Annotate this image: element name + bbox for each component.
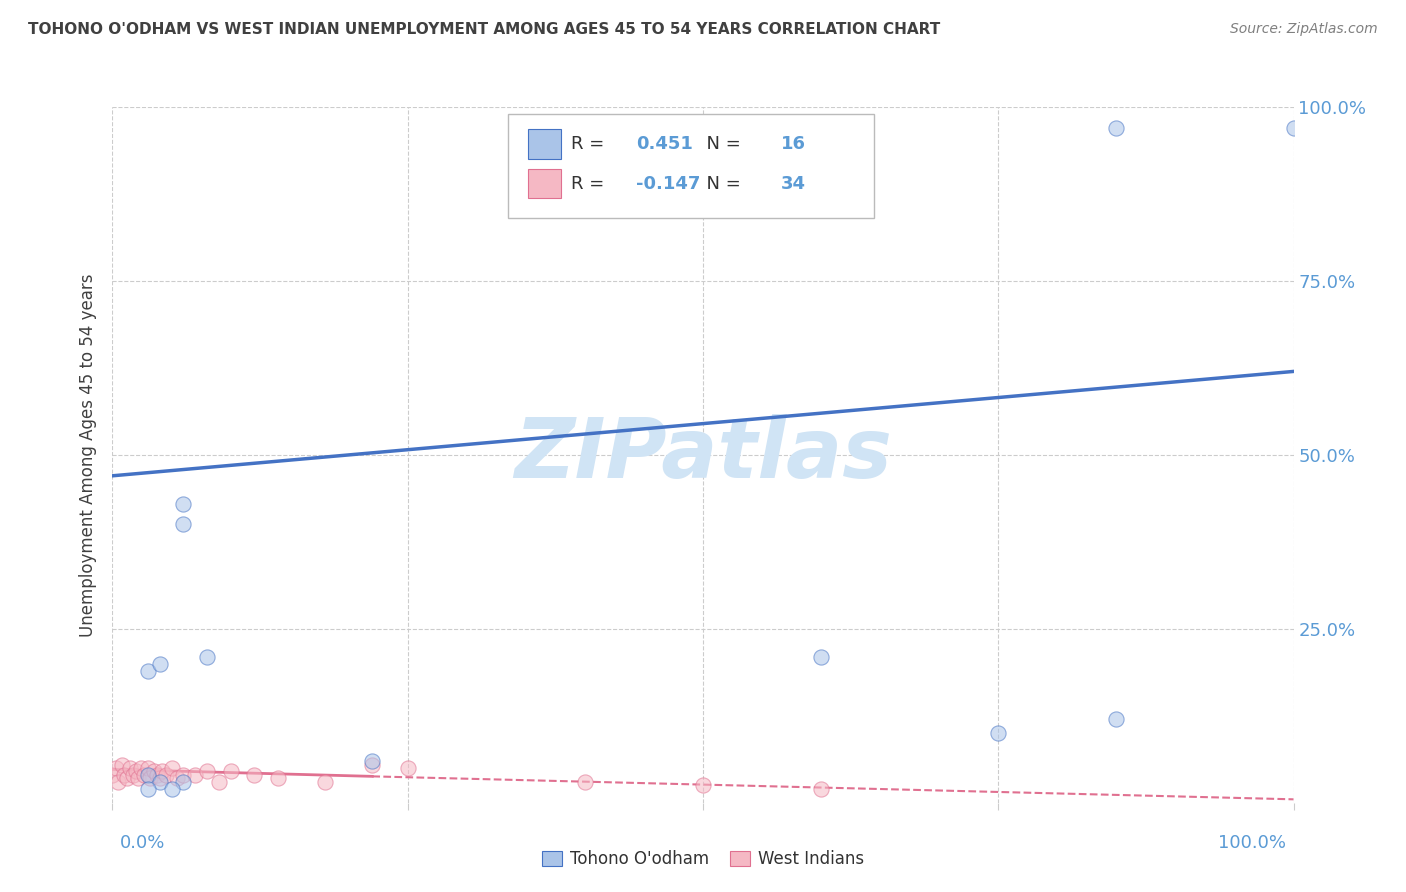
Point xyxy=(160,761,183,775)
Point xyxy=(139,772,162,786)
Point xyxy=(120,761,142,775)
Point xyxy=(1105,120,1128,135)
Point xyxy=(150,764,173,779)
Point xyxy=(146,768,169,782)
Point xyxy=(314,775,336,789)
Point xyxy=(1105,712,1128,726)
Point xyxy=(396,761,419,775)
Point xyxy=(172,775,194,789)
Point xyxy=(184,768,207,782)
Point xyxy=(136,664,159,678)
Point xyxy=(361,754,384,768)
Point xyxy=(111,757,134,772)
Point xyxy=(149,657,172,671)
Point xyxy=(125,764,148,779)
Point xyxy=(112,768,135,782)
FancyBboxPatch shape xyxy=(508,114,875,219)
Text: 100.0%: 100.0% xyxy=(1219,834,1286,852)
Text: N =: N = xyxy=(695,175,747,193)
Point xyxy=(160,781,183,796)
Point xyxy=(692,778,714,792)
Point xyxy=(810,649,832,664)
Point xyxy=(166,772,188,786)
Text: R =: R = xyxy=(571,135,610,153)
Text: ZIPatlas: ZIPatlas xyxy=(515,415,891,495)
Point xyxy=(142,764,165,779)
Text: 34: 34 xyxy=(780,175,806,193)
Y-axis label: Unemployment Among Ages 45 to 54 years: Unemployment Among Ages 45 to 54 years xyxy=(79,273,97,637)
Legend: Tohono O'odham, West Indians: Tohono O'odham, West Indians xyxy=(536,843,870,874)
Point xyxy=(105,761,128,775)
Point xyxy=(361,757,384,772)
Point xyxy=(987,726,1010,740)
Point xyxy=(172,517,194,532)
Point xyxy=(1282,120,1305,135)
Point xyxy=(115,772,138,786)
Point xyxy=(155,768,177,782)
Text: TOHONO O'ODHAM VS WEST INDIAN UNEMPLOYMENT AMONG AGES 45 TO 54 YEARS CORRELATION: TOHONO O'ODHAM VS WEST INDIAN UNEMPLOYME… xyxy=(28,22,941,37)
Text: R =: R = xyxy=(571,175,610,193)
Point xyxy=(136,781,159,796)
Point xyxy=(267,772,290,786)
Point xyxy=(149,772,172,786)
Point xyxy=(129,761,152,775)
Point xyxy=(208,775,231,789)
FancyBboxPatch shape xyxy=(529,169,561,198)
Point xyxy=(195,764,218,779)
Point xyxy=(121,768,143,782)
Text: 16: 16 xyxy=(780,135,806,153)
Text: N =: N = xyxy=(695,135,747,153)
Point xyxy=(172,768,194,782)
Point xyxy=(101,768,124,782)
Point xyxy=(243,768,266,782)
FancyBboxPatch shape xyxy=(529,129,561,159)
Point xyxy=(219,764,242,779)
Point xyxy=(195,649,218,664)
Point xyxy=(134,768,156,782)
Point xyxy=(574,775,596,789)
Point xyxy=(136,768,159,782)
Point xyxy=(136,761,159,775)
Point xyxy=(172,497,194,511)
Point xyxy=(149,775,172,789)
Text: 0.451: 0.451 xyxy=(636,135,693,153)
Text: Source: ZipAtlas.com: Source: ZipAtlas.com xyxy=(1230,22,1378,37)
Text: 0.0%: 0.0% xyxy=(120,834,165,852)
Point xyxy=(107,775,129,789)
Point xyxy=(810,781,832,796)
Text: -0.147: -0.147 xyxy=(636,175,700,193)
Point xyxy=(127,772,149,786)
